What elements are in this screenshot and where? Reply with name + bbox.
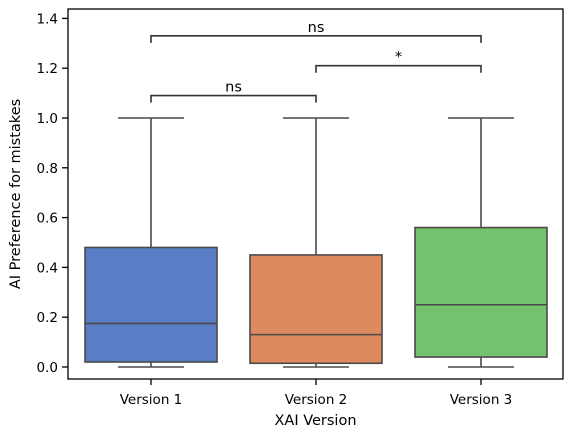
box-3: [414, 117, 548, 368]
significance-label: ns: [308, 20, 325, 36]
y-axis-label: AI Preference for mistakes: [8, 99, 24, 289]
box-body: [249, 254, 383, 365]
x-tick-label: Version 1: [120, 392, 183, 408]
bracket-line: [150, 35, 482, 43]
x-ticks: Version 1 Version 2 Version 3: [120, 379, 513, 408]
y-tick-label: 0.4: [37, 260, 58, 276]
significance-label: ns: [225, 80, 242, 96]
y-tick-label: 1.4: [37, 11, 58, 27]
bracket-line: [150, 94, 317, 103]
y-tick-label: 0.0: [37, 360, 58, 376]
x-axis-label: XAI Version: [274, 413, 356, 429]
y-tick-label: 0.2: [37, 310, 58, 326]
y-tick-label: 1.2: [37, 61, 58, 77]
y-tick-label: 1.0: [37, 111, 58, 127]
boxes-layer: [84, 117, 548, 368]
significance-bracket-1: ns: [150, 20, 482, 43]
x-tick-label: Version 2: [285, 392, 348, 408]
x-tick-label: Version 3: [450, 392, 513, 408]
y-tick-label: 0.8: [37, 161, 58, 177]
annotations-layer: ns * ns: [150, 20, 482, 103]
box-1: [84, 117, 218, 368]
bracket-line: [315, 64, 482, 73]
box-body: [84, 246, 218, 363]
significance-bracket-2: *: [315, 50, 482, 73]
y-tick-label: 0.6: [37, 211, 58, 227]
box-body: [414, 226, 548, 358]
significance-label: *: [395, 50, 402, 66]
y-ticks: 0.0 0.2 0.4 0.6 0.8 1.0 1.2 1.4: [37, 11, 68, 376]
box-2: [249, 117, 383, 368]
significance-bracket-3: ns: [150, 80, 317, 103]
